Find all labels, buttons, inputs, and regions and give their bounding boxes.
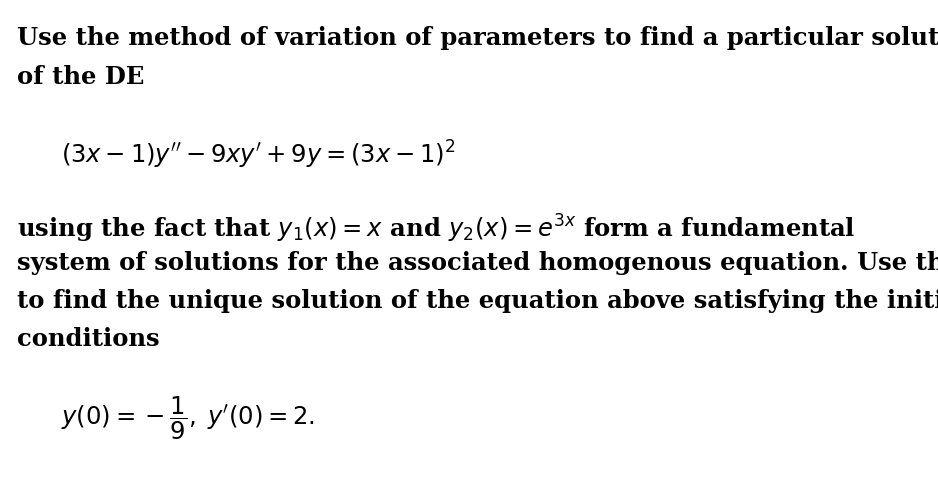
Text: of the DE: of the DE — [17, 65, 144, 88]
Text: system of solutions for the associated homogenous equation. Use this: system of solutions for the associated h… — [17, 251, 938, 275]
Text: conditions: conditions — [17, 327, 159, 351]
Text: using the fact that $y_1(x) = x$ and $y_2(x) = e^{3x}$ form a fundamental: using the fact that $y_1(x) = x$ and $y_… — [17, 213, 855, 245]
Text: $y(0) = -\dfrac{1}{9},\; y'(0) = 2.$: $y(0) = -\dfrac{1}{9},\; y'(0) = 2.$ — [61, 394, 315, 442]
Text: Use the method of variation of parameters to find a particular solution: Use the method of variation of parameter… — [17, 26, 938, 50]
Text: to find the unique solution of the equation above satisfying the initial: to find the unique solution of the equat… — [17, 289, 938, 313]
Text: $(3x - 1)y'' - 9xy' + 9y = (3x - 1)^2$: $(3x - 1)y'' - 9xy' + 9y = (3x - 1)^2$ — [61, 139, 456, 171]
